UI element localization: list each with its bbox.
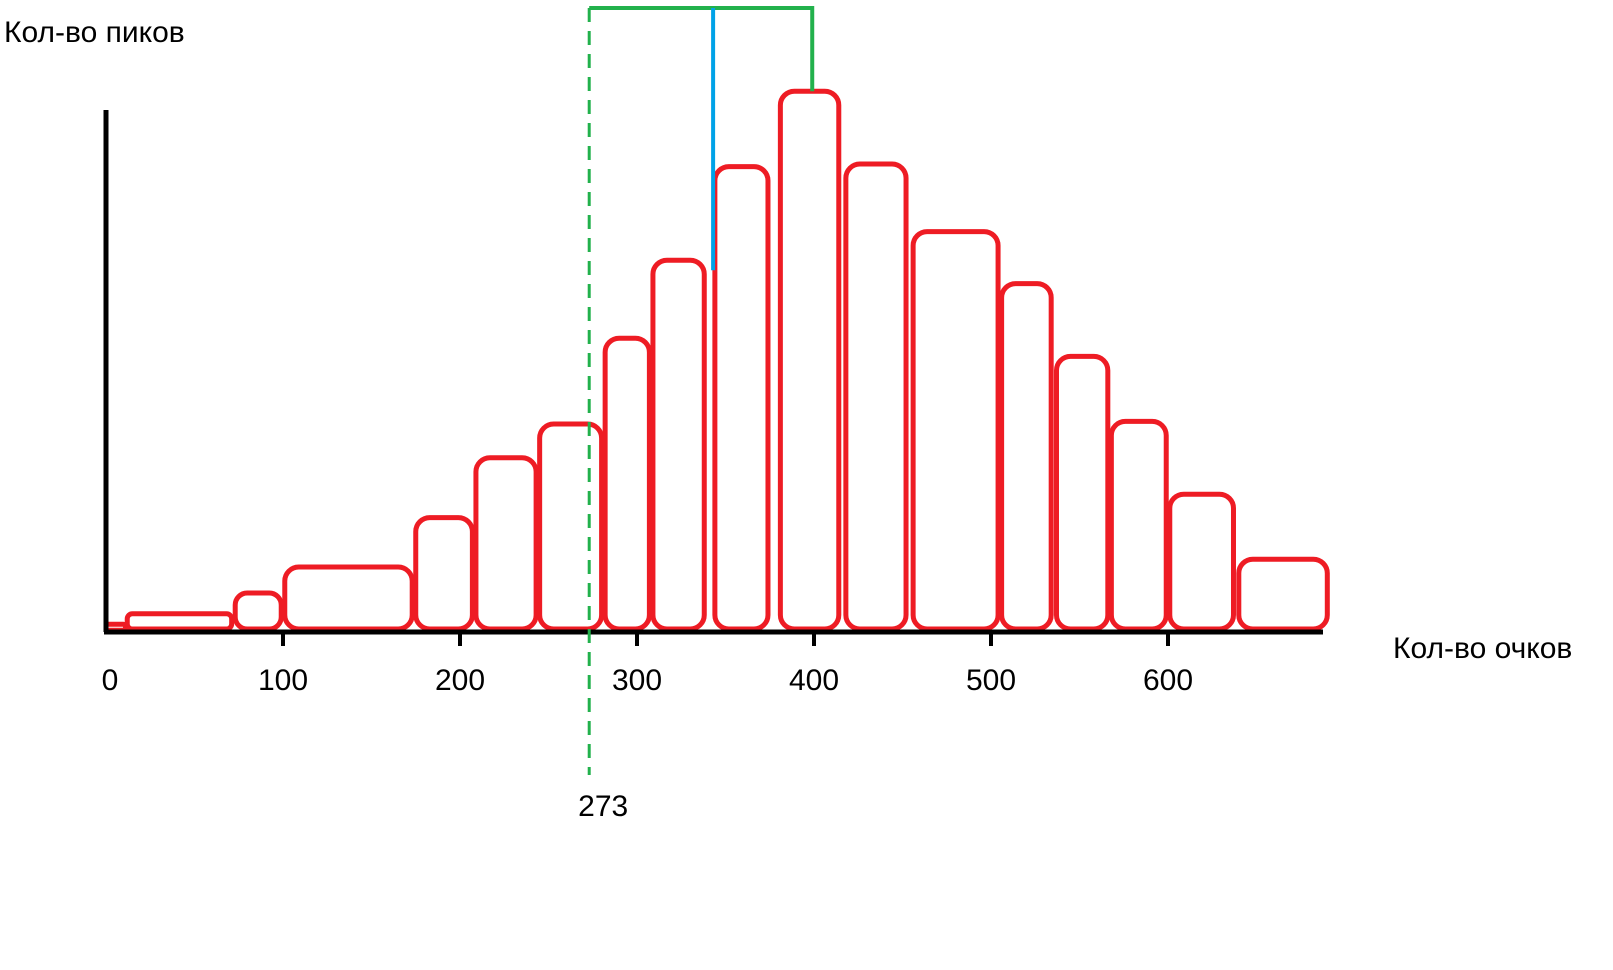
bar-3 — [282, 564, 415, 632]
bar-2 — [232, 590, 284, 632]
x-ticks-group: 0 100 200 300 400 500 600 — [102, 632, 1193, 697]
bar-16 — [1167, 491, 1236, 632]
bar-5 — [473, 455, 539, 632]
bar-0 — [103, 621, 128, 633]
x-tick-label-300: 300 — [612, 664, 662, 697]
bar-1 — [124, 611, 235, 632]
bar-4 — [413, 515, 475, 632]
bar-13 — [999, 281, 1054, 632]
x-tick-label-600: 600 — [1143, 664, 1193, 697]
bar-15 — [1108, 418, 1169, 632]
bar-14 — [1053, 353, 1111, 632]
y-axis-title: Кол-во пиков — [4, 16, 185, 49]
x-axis-title: Кол-во очков — [1393, 632, 1572, 665]
bar-7 — [602, 335, 652, 632]
x-tick-label-100: 100 — [258, 664, 308, 697]
x-tick-label-400: 400 — [789, 664, 839, 697]
bar-8 — [650, 257, 707, 632]
bar-6 — [537, 421, 605, 632]
green-bracket-path — [589, 6, 815, 92]
bar-17 — [1236, 556, 1330, 632]
bar-11 — [843, 161, 909, 632]
bar-10 — [777, 88, 842, 632]
bars-group — [103, 88, 1330, 633]
x-tick-label-500: 500 — [966, 664, 1016, 697]
bar-9 — [712, 164, 771, 632]
green-bracket — [589, 6, 815, 92]
bar-12 — [910, 229, 1001, 632]
x-tick-label-0: 0 — [102, 664, 119, 697]
threshold-label: 273 — [578, 790, 628, 823]
x-tick-label-200: 200 — [435, 664, 485, 697]
